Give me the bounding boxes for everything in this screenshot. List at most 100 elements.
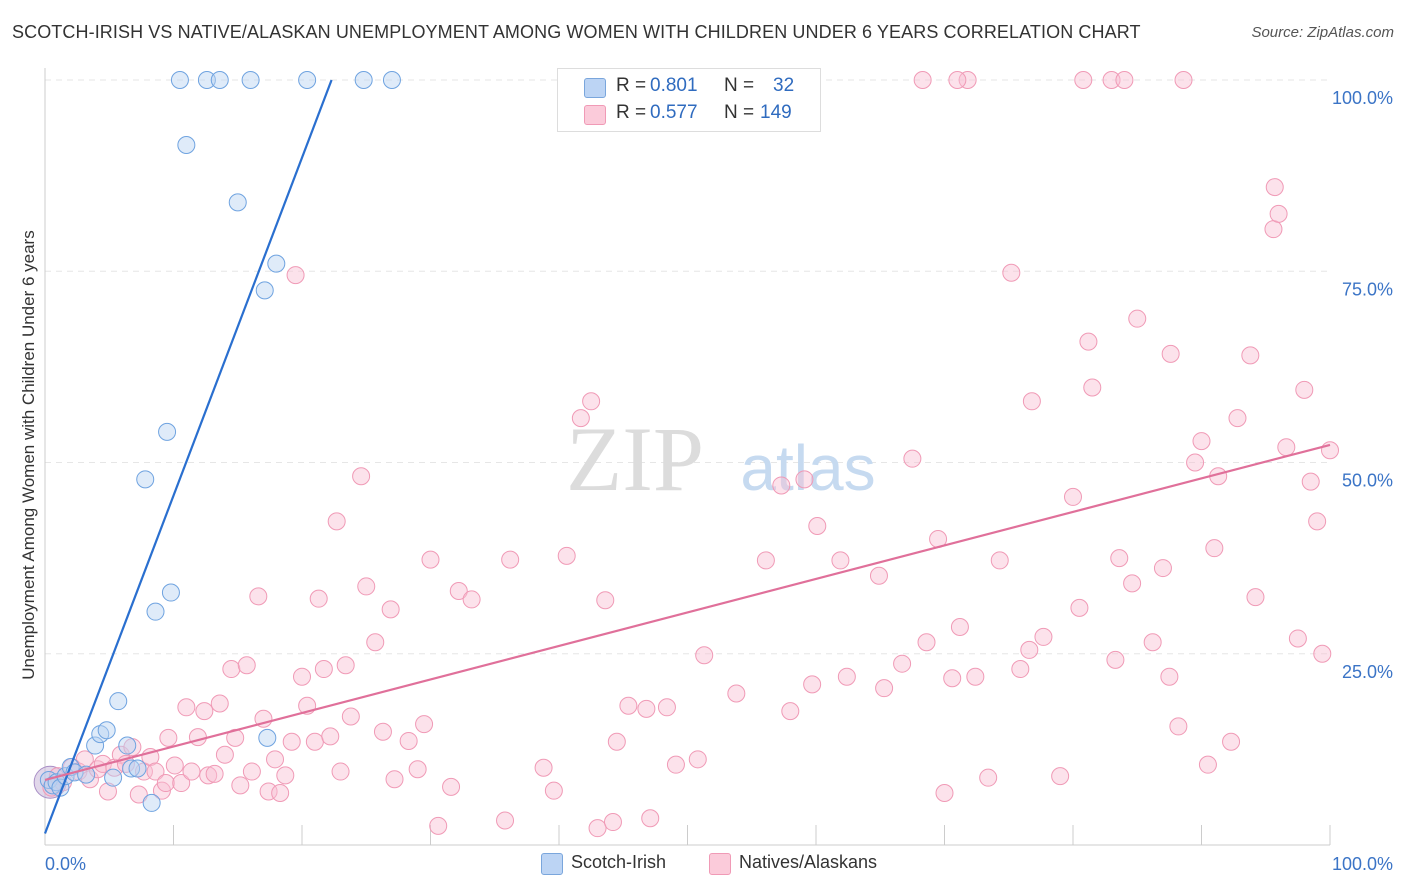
scotch-irish-point — [228, 193, 247, 212]
scotch-irish-point — [177, 136, 196, 155]
y-tick-label: 75.0% — [1342, 279, 1393, 299]
chart-title: SCOTCH-IRISH VS NATIVE/ALASKAN UNEMPLOYM… — [12, 22, 1141, 42]
natives-alaskans-point — [1161, 344, 1180, 363]
natives-alaskans-point — [282, 732, 301, 751]
scotch-irish-point — [241, 71, 260, 89]
scotch-irish-point — [128, 759, 147, 778]
bottom-legend-label: Natives/Alaskans — [739, 852, 878, 872]
natives-alaskans-point — [1123, 574, 1142, 593]
natives-alaskans-point — [327, 512, 346, 531]
natives-alaskans-point — [129, 785, 148, 804]
natives-alaskans-point — [666, 755, 685, 774]
tick-labels: 25.0% 50.0% 75.0% 100.0% 0.0% 100.0% — [45, 88, 1393, 874]
natives-alaskans-point — [1301, 472, 1320, 491]
legend-swatch-blue — [584, 78, 606, 98]
natives-alaskans-point — [286, 266, 305, 285]
natives-alaskans-point — [534, 758, 553, 777]
bottom-legend-swatch-pink — [709, 853, 731, 875]
natives-alaskans-point — [415, 715, 434, 734]
scotch-irish-point — [122, 759, 141, 778]
natives-alaskans-point — [182, 762, 201, 781]
scotch-irish-point — [255, 281, 274, 300]
natives-alaskans-point — [657, 698, 676, 717]
natives-alaskans-point — [188, 728, 207, 747]
natives-alaskans-point — [399, 731, 418, 750]
trend-line-scotch-irish — [43, 79, 333, 834]
natives-alaskans-point — [1264, 220, 1283, 239]
natives-alaskans-point — [1288, 629, 1307, 648]
natives-alaskans-point — [442, 777, 461, 796]
x-tick-label: 0.0% — [45, 854, 86, 874]
axes — [44, 68, 1331, 846]
natives-alaskans-point — [571, 409, 590, 428]
natives-alaskans-point — [1228, 409, 1247, 428]
natives-alaskans-point — [1128, 309, 1147, 328]
natives-alaskans-point — [1198, 755, 1217, 774]
watermark-atlas: atlas — [740, 432, 875, 504]
scotch-irish-point — [267, 254, 286, 273]
legend-r-label: R = — [616, 102, 647, 123]
natives-alaskans-point — [1070, 598, 1089, 617]
natives-alaskans-point — [1074, 71, 1093, 89]
natives-alaskans-point — [557, 546, 576, 565]
natives-alaskans-point — [172, 774, 191, 793]
natives-alaskans-point — [331, 762, 350, 781]
natives-alaskans-point — [808, 516, 827, 535]
natives-alaskans-point — [293, 667, 311, 686]
natives-alaskans-point — [943, 669, 962, 688]
natives-alaskans-point — [1308, 512, 1327, 531]
natives-alaskans-point — [341, 707, 360, 726]
natives-alaskans-point — [1034, 627, 1053, 646]
natives-alaskans-point — [603, 813, 622, 832]
bottom-legend-swatch-blue — [541, 853, 563, 875]
natives-alaskans-point — [607, 732, 626, 751]
legend-r-label: R = — [616, 75, 647, 96]
natives-alaskans-point — [408, 760, 427, 779]
natives-alaskans-point — [1265, 178, 1284, 197]
natives-alaskans-point — [958, 71, 977, 89]
natives-alaskans-point — [641, 809, 660, 828]
natives-alaskans-point — [259, 782, 278, 801]
scotch-irish-point — [146, 602, 165, 621]
natives-alaskans-point — [1110, 549, 1129, 568]
natives-alaskans-point — [156, 774, 175, 793]
natives-alaskans-point — [321, 727, 340, 746]
natives-alaskans-point — [948, 71, 967, 89]
grid-lines — [45, 79, 1330, 655]
legend-n-label: N = — [724, 102, 755, 123]
watermark: ZIP atlas — [566, 408, 876, 510]
natives-alaskans-point — [935, 783, 954, 802]
natives-alaskans-point — [544, 781, 563, 800]
natives-alaskans-point — [1115, 71, 1134, 89]
watermark-zip: ZIP — [566, 408, 704, 510]
scotch-irish-points — [39, 71, 401, 812]
natives-alaskans-point — [242, 762, 261, 781]
natives-alaskans-point — [1011, 660, 1030, 679]
natives-alaskans-point — [1102, 71, 1121, 89]
natives-alaskans-point — [875, 679, 894, 698]
natives-alaskans-point — [1160, 667, 1179, 686]
trend-line-natives-alaskans — [44, 443, 1331, 782]
natives-alaskans-point — [1192, 432, 1211, 451]
natives-alaskans-point — [1002, 263, 1021, 282]
natives-alaskans-point — [1022, 392, 1041, 411]
natives-alaskans-point — [177, 698, 196, 717]
scotch-irish-point — [104, 768, 123, 787]
scotch-irish-point — [97, 721, 116, 740]
natives-alaskans-point — [1153, 559, 1172, 578]
natives-alaskans-point — [309, 589, 328, 608]
natives-alaskans-point — [837, 667, 856, 686]
natives-alaskans-point — [381, 600, 400, 619]
natives-alaskans-point — [421, 550, 440, 569]
natives-alaskans-point — [990, 551, 1009, 570]
natives-alaskans-point — [1295, 380, 1314, 399]
natives-alaskans-point — [966, 667, 985, 686]
natives-alaskans-point — [950, 617, 969, 636]
natives-alaskans-point — [373, 722, 392, 741]
natives-alaskans-point — [165, 756, 184, 775]
natives-alaskans-point — [366, 633, 385, 652]
natives-alaskans-point — [588, 819, 607, 838]
natives-alaskans-point — [772, 476, 791, 495]
trend-lines — [43, 79, 1331, 834]
